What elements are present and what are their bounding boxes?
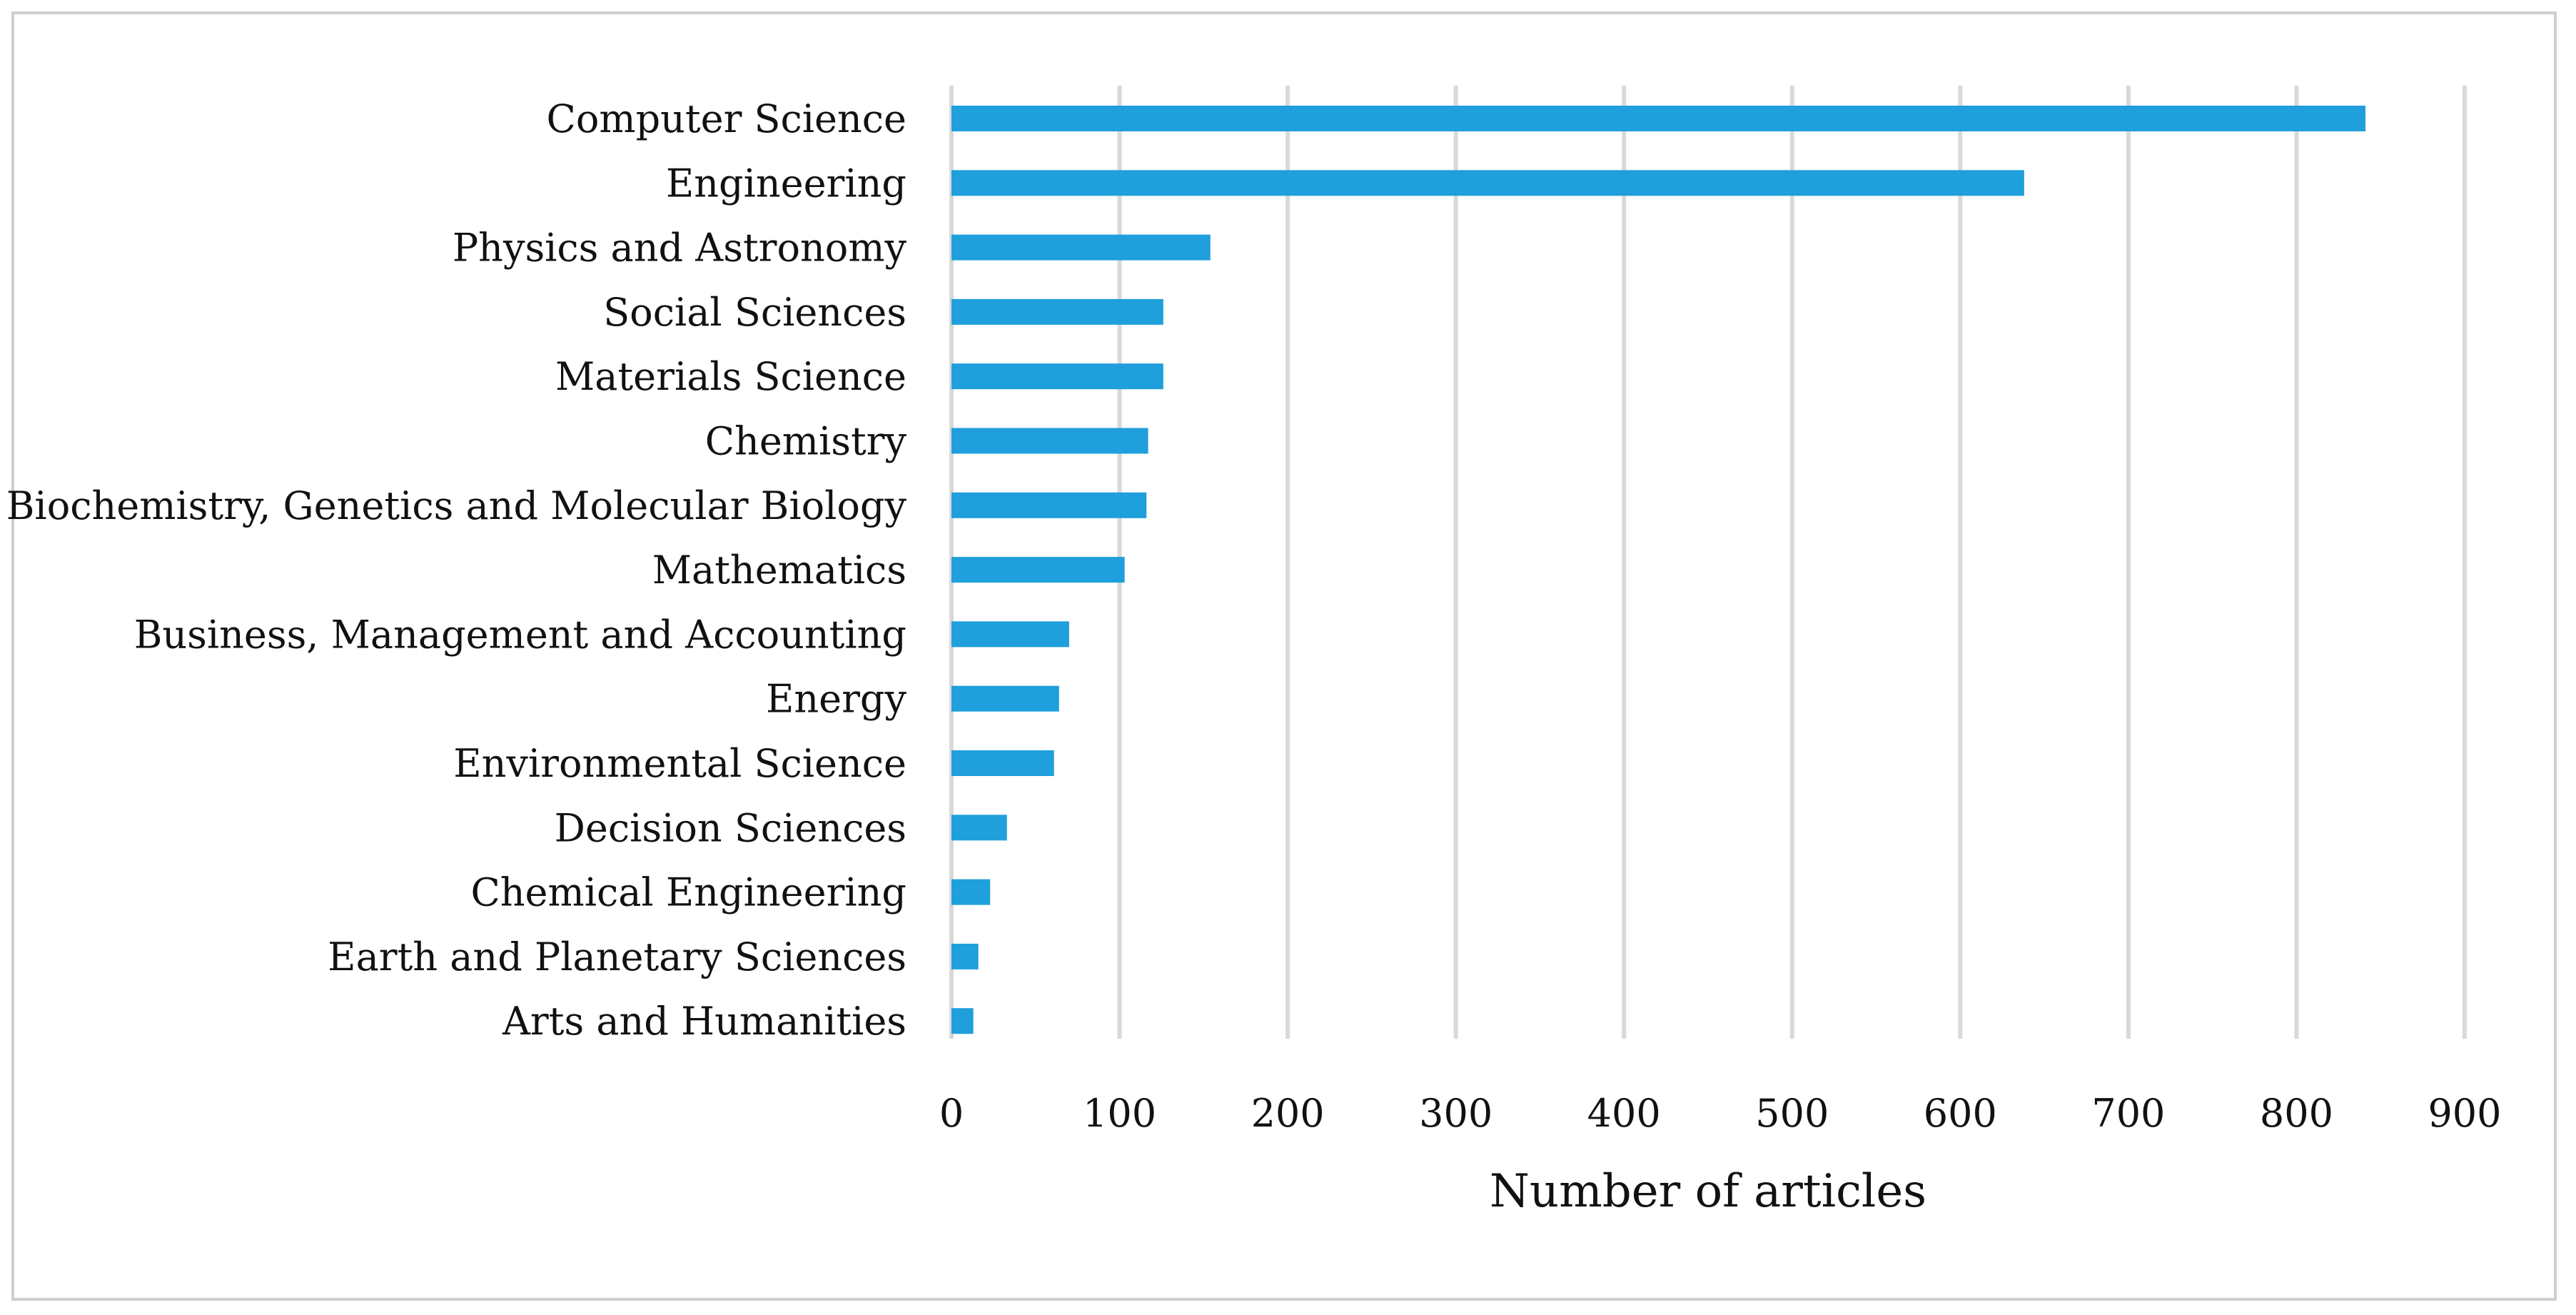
- category-label: Computer Science: [547, 96, 906, 141]
- bar: Physics and Astronomy: 154: [951, 234, 1211, 261]
- category-label: Decision Sciences: [555, 805, 906, 850]
- x-tick-label: 200: [1251, 1091, 1325, 1136]
- category-label: Environmental Science: [453, 741, 906, 786]
- bar: Social Sciences: 126: [951, 298, 1163, 325]
- bar: Mathematics: 103: [951, 557, 1125, 583]
- bars: Computer Science: 841 Engineering: 638 Phy…: [951, 106, 2366, 1034]
- x-tick-label: 800: [2260, 1091, 2333, 1136]
- x-tick-label: 900: [2428, 1091, 2501, 1136]
- bar: Chemistry: 117: [951, 428, 1148, 454]
- x-tick-label: 100: [1083, 1091, 1156, 1136]
- bar: Energy: 64: [951, 685, 1059, 712]
- bar: Arts and Humanities: 13: [951, 1008, 974, 1034]
- bar: Materials Science: 126: [951, 363, 1163, 390]
- x-tick-label: 500: [1755, 1091, 1829, 1136]
- bar: Environmental Science: 61: [951, 750, 1054, 776]
- bar: Computer Science: 841: [951, 106, 2366, 131]
- bar: Chemical Engineering: 23: [951, 879, 991, 905]
- x-tick-label: 0: [939, 1091, 964, 1136]
- category-label: Earth and Planetary Sciences: [328, 934, 906, 979]
- gridlines: [949, 86, 2467, 1039]
- x-tick-label: 600: [1924, 1091, 1997, 1136]
- category-label: Arts and Humanities: [502, 999, 906, 1044]
- category-label: Chemical Engineering: [470, 870, 906, 915]
- category-label: Energy: [766, 677, 907, 722]
- category-labels: Computer Science Engineering Physics and A…: [6, 96, 907, 1044]
- category-label: Business, Management and Accounting: [134, 612, 906, 657]
- category-label: Physics and Astronomy: [453, 226, 907, 271]
- bar: Business, Management and Accounting: 70: [951, 621, 1069, 648]
- bar: Biochemistry, Genetics and Molecular Bio…: [951, 492, 1147, 518]
- x-tick-label: 700: [2091, 1091, 2165, 1136]
- category-label: Engineering: [666, 161, 906, 206]
- category-label: Social Sciences: [603, 290, 906, 335]
- bar: Earth and Planetary Sciences: 16: [951, 943, 979, 969]
- category-label: Materials Science: [555, 354, 906, 399]
- bar: Engineering: 638: [951, 170, 2024, 196]
- bar: Decision Sciences: 33: [951, 815, 1007, 841]
- x-tick-label: 400: [1587, 1091, 1661, 1136]
- x-tick-labels: 0 100 200 300 400 500 600 700 800 900: [939, 1091, 2502, 1136]
- category-label: Mathematics: [652, 548, 906, 593]
- category-label: Chemistry: [705, 419, 907, 464]
- x-axis-title: Number of articles: [1490, 1165, 1926, 1218]
- chart-frame: [11, 11, 2557, 1301]
- x-tick-label: 300: [1419, 1091, 1492, 1136]
- category-label: Biochemistry, Genetics and Molecular Bio…: [6, 483, 907, 528]
